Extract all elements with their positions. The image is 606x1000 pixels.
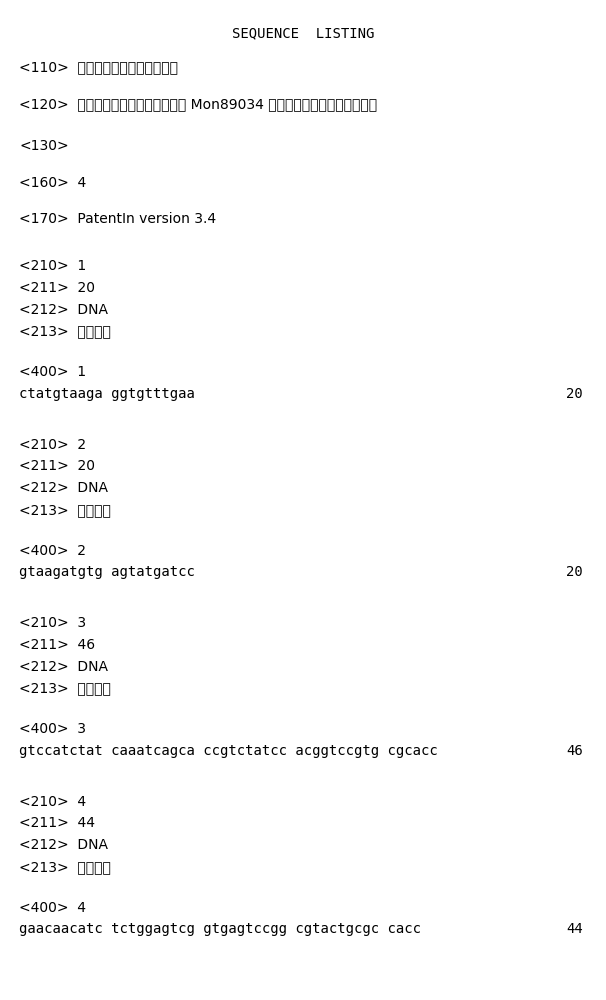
Text: gtaagatgtg agtatgatcc: gtaagatgtg agtatgatcc (19, 565, 195, 579)
Text: SEQUENCE  LISTING: SEQUENCE LISTING (232, 26, 374, 40)
Text: <110>  广州迪澳生物科技有限公司: <110> 广州迪澳生物科技有限公司 (19, 61, 178, 75)
Text: <211>  46: <211> 46 (19, 638, 95, 652)
Text: ctatgtaaga ggtgtttgaa: ctatgtaaga ggtgtttgaa (19, 387, 195, 401)
Text: <210>  2: <210> 2 (19, 438, 86, 452)
Text: 20: 20 (566, 387, 583, 401)
Text: gaacaacatc tctggagtcg gtgagtccgg cgtactgcgc cacc: gaacaacatc tctggagtcg gtgagtccgg cgtactg… (19, 922, 421, 936)
Text: <211>  20: <211> 20 (19, 459, 95, 473)
Text: <120>  恒温基因扩增检测转基因玉米 Mon89034 及其衍生品种的试剂盒及方法: <120> 恒温基因扩增检测转基因玉米 Mon89034 及其衍生品种的试剂盒及… (19, 97, 377, 111)
Text: <213>  人工序列: <213> 人工序列 (19, 681, 111, 695)
Text: <210>  1: <210> 1 (19, 259, 87, 273)
Text: <400>  2: <400> 2 (19, 544, 86, 558)
Text: <212>  DNA: <212> DNA (19, 481, 108, 495)
Text: <210>  4: <210> 4 (19, 795, 86, 809)
Text: <210>  3: <210> 3 (19, 616, 86, 630)
Text: <213>  人工序列: <213> 人工序列 (19, 860, 111, 874)
Text: <212>  DNA: <212> DNA (19, 660, 108, 674)
Text: <400>  1: <400> 1 (19, 365, 86, 379)
Text: 20: 20 (566, 565, 583, 579)
Text: <213>  人工序列: <213> 人工序列 (19, 503, 111, 517)
Text: <211>  44: <211> 44 (19, 816, 95, 830)
Text: <212>  DNA: <212> DNA (19, 303, 108, 317)
Text: <160>  4: <160> 4 (19, 176, 87, 190)
Text: <400>  4: <400> 4 (19, 901, 86, 915)
Text: <213>  人工序列: <213> 人工序列 (19, 324, 111, 338)
Text: gtccatctat caaatcagca ccgtctatcc acggtccgtg cgcacc: gtccatctat caaatcagca ccgtctatcc acggtcc… (19, 744, 438, 758)
Text: 44: 44 (566, 922, 583, 936)
Text: <212>  DNA: <212> DNA (19, 838, 108, 852)
Text: <400>  3: <400> 3 (19, 722, 86, 736)
Text: <130>: <130> (19, 139, 68, 153)
Text: 46: 46 (566, 744, 583, 758)
Text: <170>  PatentIn version 3.4: <170> PatentIn version 3.4 (19, 212, 216, 226)
Text: <211>  20: <211> 20 (19, 281, 95, 295)
